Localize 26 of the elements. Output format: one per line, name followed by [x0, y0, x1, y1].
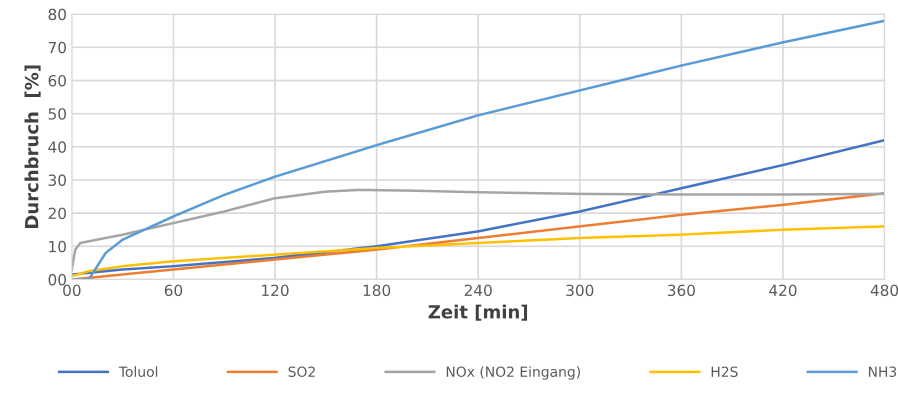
x-tick-label: 60	[164, 284, 182, 296]
x-tick-label: 480	[870, 284, 898, 296]
x-tick-label: 420	[769, 284, 797, 296]
y-tick-label: 40	[48, 141, 66, 153]
y-tick-label: 50	[48, 108, 66, 120]
y-tick-label: 70	[48, 42, 66, 54]
x-axis-title: Zeit [min]	[428, 304, 528, 321]
x-tick-label: 120	[262, 284, 289, 296]
legend-label: H2S	[712, 366, 738, 377]
x-tick-label: 00	[63, 284, 81, 296]
y-tick-label: 80	[48, 8, 66, 20]
y-tick-label: 60	[48, 74, 66, 87]
x-tick-label: 300	[566, 284, 594, 296]
line-series	[72, 138, 885, 276]
y-tick-label: 20	[48, 208, 66, 220]
x-tick-label: 240	[464, 284, 492, 296]
legend-label: Toluol	[118, 366, 158, 377]
legend-label: NOx (NO2 Eingang)	[446, 366, 580, 380]
legend-label: NH3	[868, 366, 896, 377]
y-tick-label: 30	[48, 174, 66, 186]
x-tick-label: 180	[364, 284, 390, 296]
y-tick-label: 00	[48, 274, 66, 286]
y-axis-title: Durchbruch [%]	[24, 66, 41, 228]
legend-label: SO2	[288, 366, 315, 377]
y-tick-label: 10	[49, 240, 66, 252]
x-tick-label: 360	[668, 284, 695, 296]
